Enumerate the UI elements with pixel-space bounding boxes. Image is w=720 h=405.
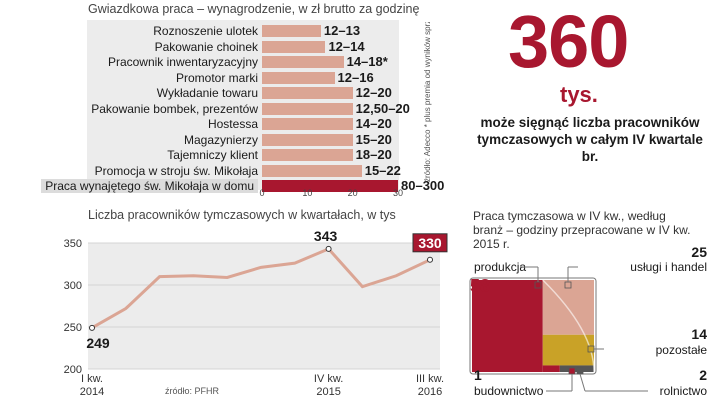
line-chart-series	[91, 247, 431, 330]
sector-value: 14	[691, 326, 707, 342]
sector-divider	[542, 279, 595, 373]
wages-value-label: 12–20	[355, 85, 392, 100]
wages-bar-chart: Roznoszenie ulotek 12–13 Pakowanie choinek…	[0, 0, 720, 200]
sector-marker	[534, 281, 542, 289]
wages-bar	[262, 40, 326, 53]
sector-value: 25	[691, 244, 707, 260]
wages-value-label: 12–14	[328, 38, 365, 54]
line-chart-x-tick: 2015	[316, 386, 340, 398]
line-chart-y-tick: 250	[64, 322, 82, 334]
wages-value-label: 12,50–20	[355, 100, 410, 116]
sector-produkcja	[472, 280, 543, 372]
sector-label: budownictwo	[474, 384, 544, 398]
temp-workers-line-chart: 200 250 300 350 249 343 330 I kw.2014 IV kw.2015…	[64, 228, 448, 398]
line-chart-x-tick: IV kw.	[314, 373, 343, 385]
line-chart-x-tick: III kw.	[416, 373, 444, 385]
wages-bar	[262, 25, 321, 37]
wages-category-label: Praca wynajętego św. Mikołaja w domu	[41, 179, 258, 193]
wages-x-tick: 20	[347, 188, 358, 198]
wages-value-label: 14–18*	[346, 54, 388, 69]
wages-value-label: 15–20	[355, 131, 392, 147]
wages-x-tick: 30	[392, 188, 404, 198]
wages-value-label: 12–13	[323, 23, 361, 38]
sector-pozostale	[542, 334, 594, 366]
line-chart-y-tick: 350	[64, 238, 82, 250]
sector-value: 58	[470, 276, 490, 296]
wages-value-label: 15–22	[364, 162, 401, 178]
sector-value: 2	[699, 367, 707, 383]
wages-category-label: Wykładanie towaru	[156, 86, 258, 100]
sector-label: usługi i handel	[630, 260, 707, 274]
line-chart-x-tick: 2016	[418, 386, 442, 398]
wages-bar	[262, 149, 353, 161]
wages-bar	[262, 133, 353, 146]
highlight-unit: tys.	[560, 82, 598, 107]
wages-category-label: Roznoszenie ulotek	[153, 24, 258, 38]
wages-bar	[262, 180, 398, 192]
wages-bar	[262, 102, 353, 115]
temp-workers-chart-title: Liczba pracowników tymczasowych w kwarta…	[88, 208, 396, 222]
line-chart-point-label: 330	[418, 235, 442, 251]
highlight-description: może sięgnąć liczba pracowników tymczaso…	[477, 115, 703, 164]
wages-bar	[262, 87, 353, 99]
sectors-chart-title: Praca tymczasowa w IV kw., według branż …	[473, 209, 691, 251]
wages-value-label: 18–20	[355, 147, 392, 162]
line-chart-point	[325, 245, 332, 252]
wages-bar	[262, 56, 344, 68]
line-chart-point	[427, 256, 433, 263]
sector-budownictwo	[542, 365, 560, 372]
sector-marker	[564, 281, 572, 289]
sector-label: rolnictwo	[660, 384, 708, 398]
wages-bar	[262, 71, 335, 84]
wages-category-label: Tajemniczy klient	[167, 148, 258, 162]
wages-category-label: Pakowanie bombek, prezentów	[91, 101, 258, 116]
wages-category-label: Pracownik inwentaryzacyjny	[107, 55, 258, 69]
wages-x-tick: 10	[302, 188, 313, 198]
wages-value-label: 12–16	[337, 69, 374, 85]
line-chart-x-tick: I kw.	[81, 373, 103, 385]
sector-label: produkcja	[474, 260, 526, 274]
wages-bar	[262, 164, 362, 177]
wages-chart-title: Gwiazdkowa praca – wynagrodzenie, w zł b…	[88, 2, 420, 16]
wages-value-label: 14–20	[355, 116, 392, 131]
wages-x-tick: 0	[259, 188, 265, 198]
line-chart-y-tick: 300	[64, 280, 82, 292]
sector-leader	[579, 373, 586, 392]
line-chart-point	[89, 324, 95, 331]
wages-value-label: 80–300	[401, 178, 445, 193]
wages-category-label: Promocja w stroju św. Mikołaja	[94, 163, 258, 178]
sector-marker	[576, 367, 584, 375]
wages-category-label: Promotor marki	[175, 70, 258, 85]
sector-value: 1	[474, 367, 482, 383]
line-chart-highlight-box	[412, 233, 448, 253]
line-chart-point-label: 343	[314, 228, 338, 244]
line-chart-panel	[88, 243, 440, 369]
line-chart-x-tick: 2014	[80, 386, 104, 398]
line-chart-y-tick: 200	[64, 364, 82, 376]
temp-workers-source: źródło: PFHR	[165, 386, 220, 396]
wages-source-note: źródło: Adecco * plus premia od wyników …	[423, 22, 432, 182]
svg-text:źródło: Adecco * plus premia o: źródło: Adecco * plus premia od wyników …	[423, 22, 432, 182]
line-chart-point-label: 249	[86, 335, 110, 351]
sector-marker	[587, 345, 595, 353]
wages-category-label: Hostessa	[207, 117, 258, 131]
sector-marker	[568, 367, 576, 375]
wages-category-label: Magazynierzy	[183, 132, 258, 147]
wages-bar	[262, 118, 353, 130]
highlight-number: 360	[508, 0, 629, 83]
wages-category-label: Pakowanie choinek	[154, 39, 258, 54]
sector-label: pozostałe	[656, 343, 708, 357]
